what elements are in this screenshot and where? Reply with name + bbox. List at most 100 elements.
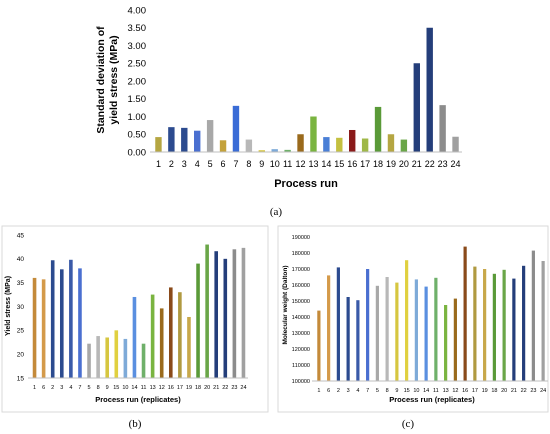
chart-c-y-axis-title: Molecular weight (Dalton) — [282, 265, 289, 344]
chart-b-bar-1 — [32, 277, 37, 378]
chart-c-x-tick-label: 20 — [501, 388, 507, 394]
chart-c-bar-20 — [502, 269, 506, 381]
chart-a-y-ticks: 0.00 0.50 1.00 1.50 2.00 2.50 3.00 3.50 4.00 — [128, 5, 147, 158]
chart-c-bar-13 — [444, 305, 448, 381]
chart-b-bar-16 — [168, 287, 173, 378]
chart-b-bar-22 — [223, 258, 228, 378]
chart-a-y-tick-label: 3.50 — [128, 23, 147, 34]
chart-a-bar-15 — [336, 137, 343, 152]
chart-c-x-tick-label: 21 — [511, 388, 517, 394]
chart-a-bar-3 — [181, 127, 188, 152]
chart-a-bar-24 — [452, 136, 459, 152]
chart-b-y-tick-label: 30 — [17, 304, 25, 311]
chart-a-y-tick-label: 1.00 — [128, 112, 147, 123]
chart-a-x-tick-label: 9 — [259, 159, 264, 169]
chart-b-x-tick-label: 1 — [33, 385, 36, 391]
chart-a-bar-13 — [310, 116, 317, 152]
chart-a-y-tick-label: 1.50 — [128, 94, 147, 105]
chart-a-y-axis-title-line1: Standard deviation of — [95, 26, 107, 134]
chart-a-bar-10 — [271, 149, 278, 152]
chart-c-x-tick-label: 7 — [366, 388, 369, 394]
chart-c-y-tick-label: 120000 — [292, 347, 310, 353]
chart-a-bar-11 — [284, 149, 291, 152]
chart-a-x-tick-label: 5 — [208, 159, 213, 169]
chart-c-y-tick-label: 100000 — [292, 379, 310, 385]
chart-c-bar-10 — [414, 279, 418, 381]
chart-b-x-tick-label: 22 — [222, 385, 228, 391]
chart-a-bar-5 — [206, 120, 214, 152]
chart-b-x-tick-label: 24 — [240, 385, 246, 391]
chart-c-x-tick-label: 5 — [376, 388, 379, 394]
chart-b-x-tick-label: 20 — [204, 385, 210, 391]
chart-b-x-tick-label: 15 — [113, 385, 119, 391]
chart-a-x-tick-label: 11 — [283, 159, 292, 169]
chart-a-x-tick-label: 2 — [169, 159, 174, 169]
chart-c-bar-18 — [492, 273, 496, 381]
chart-b-bar-14 — [132, 296, 137, 378]
chart-b-x-tick-label: 13 — [150, 385, 156, 391]
chart-c-y-tick-label: 190000 — [292, 235, 310, 241]
chart-a-x-tick-label: 21 — [412, 159, 422, 169]
chart-c-x-axis-title: Process run (replicates) — [389, 395, 475, 404]
chart-a-x-tick-label: 14 — [321, 159, 331, 169]
chart-a-bar-22 — [426, 27, 433, 152]
chart-b-bar-17 — [178, 292, 182, 378]
chart-a-bar-8 — [245, 139, 253, 152]
chart-a-x-tick-label: 23 — [438, 159, 448, 169]
chart-b-bar-15 — [114, 330, 119, 378]
chart-c-x-tick-label: 15 — [404, 388, 410, 394]
chart-b-x-tick-label: 9 — [106, 385, 109, 391]
chart-b-x-tick-label: 6 — [42, 385, 45, 391]
chart-b-x-ticks: 1 6 2 3 4 7 5 8 9 15 10 14 11 13 12 16 17 19 18 20 21 22 23 24 — [33, 385, 247, 391]
chart-b-bar-21 — [214, 251, 219, 378]
chart-b-bar-9 — [105, 337, 110, 378]
chart-c-caption: (c) — [402, 418, 415, 430]
chart-c-x-tick-label: 14 — [423, 388, 429, 394]
chart-b-x-tick-label: 10 — [122, 385, 128, 391]
chart-c-bar-3 — [346, 297, 350, 381]
chart-c-x-tick-label: 24 — [540, 388, 546, 394]
chart-a-bar-14 — [323, 137, 330, 152]
chart-c-bar-2 — [336, 267, 340, 381]
chart-c-x-tick-label: 2 — [337, 388, 340, 394]
chart-a-bar-2 — [168, 127, 175, 152]
chart-b-bar-2 — [50, 260, 55, 378]
chart-c-y-tick-label: 140000 — [292, 315, 310, 321]
chart-a-bar-21 — [413, 63, 420, 152]
chart-b-y-axis-title: Yield stress (MPa) — [5, 276, 12, 336]
chart-c-y-tick-label: 110000 — [292, 363, 310, 369]
chart-c-y-ticks: 100000 110000 120000 130000 140000 150000 1600… — [292, 235, 310, 385]
chart-b-y-ticks: 15 20 25 30 35 40 45 — [17, 232, 25, 382]
chart-b-x-tick-label: 7 — [78, 385, 81, 391]
chart-a-y-tick-label: 0.50 — [128, 130, 147, 141]
chart-a-x-ticks: 1 2 3 4 5 6 7 8 9 10 11 12 13 14 15 16 17 18 19 20 21 22 23 24 — [156, 159, 461, 169]
chart-c-x-tick-label: 12 — [452, 388, 458, 394]
chart-a-bar-9 — [258, 150, 265, 152]
chart-c-bar-24 — [541, 261, 545, 381]
chart-b-x-tick-label: 3 — [60, 385, 63, 391]
chart-c-bars — [317, 246, 545, 381]
chart-b-bar-11 — [141, 343, 146, 378]
chart-b-bar-23 — [232, 249, 237, 378]
chart-b-bar-12 — [159, 308, 164, 378]
chart-a-x-tick-label: 12 — [296, 159, 306, 169]
chart-c-x-tick-label: 23 — [530, 388, 536, 394]
chart-c-x-tick-label: 10 — [413, 388, 419, 394]
chart-b-bar-5 — [87, 343, 91, 378]
chart-c-frame — [277, 225, 549, 413]
chart-a-x-tick-label: 1 — [156, 159, 161, 169]
chart-a-x-tick-label: 8 — [246, 159, 251, 169]
chart-a-x-tick-label: 22 — [425, 159, 435, 169]
chart-a-x-tick-label: 18 — [373, 159, 383, 169]
chart-a-bar-1 — [155, 137, 162, 152]
chart-b-y-tick-label: 35 — [17, 280, 25, 287]
chart-a-x-axis-title: Process run — [274, 178, 338, 190]
chart-b-x-tick-label: 11 — [141, 385, 147, 391]
chart-c-bar-21 — [512, 278, 516, 381]
chart-c-bar-8 — [385, 277, 389, 381]
chart-b-x-tick-label: 19 — [186, 385, 192, 391]
chart-a-x-tick-label: 4 — [195, 159, 200, 169]
chart-c-bar-16 — [463, 246, 467, 381]
